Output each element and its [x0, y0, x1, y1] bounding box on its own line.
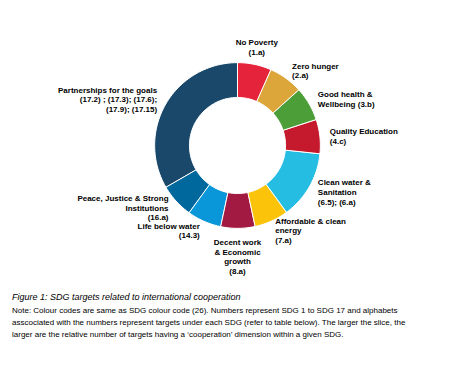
svg-text:Partnerships for the goals(17.: Partnerships for the goals(17.2) ; (17.3…: [58, 86, 158, 114]
svg-text:Zero hunger(2.a): Zero hunger(2.a): [292, 62, 339, 81]
svg-text:No Poverty(1.a): No Poverty(1.a): [236, 38, 279, 57]
svg-text:Good health &Wellbeing (3.b): Good health &Wellbeing (3.b): [318, 90, 375, 109]
svg-text:Decent work& Economicgrowth(8.: Decent work& Economicgrowth(8.a): [214, 238, 262, 276]
svg-text:Quality Education(4.c): Quality Education(4.c): [330, 127, 398, 146]
svg-text:Clean water &Sanitation(6.5);: Clean water &Sanitation(6.5); (6.a): [318, 178, 371, 206]
svg-text:Affordable & cleanenergy(7.a): Affordable & cleanenergy(7.a): [275, 217, 346, 245]
svg-text:Life below water(14.3): Life below water(14.3): [138, 222, 201, 241]
html-text:asscociated with the numbers r: asscociated with the numbers represent t…: [12, 318, 406, 327]
html-text:larger are the relative number: larger are the relative number of target…: [12, 330, 344, 339]
svg-text:Peace, Justice & StrongInstitu: Peace, Justice & StrongInstitutions(16.a…: [77, 194, 169, 222]
html-text:Note: Colour codes are same as: Note: Colour codes are same as SDG colou…: [12, 306, 398, 315]
html-text:Figure 1: SDG targets related: Figure 1: SDG targets related to interna…: [12, 292, 241, 302]
